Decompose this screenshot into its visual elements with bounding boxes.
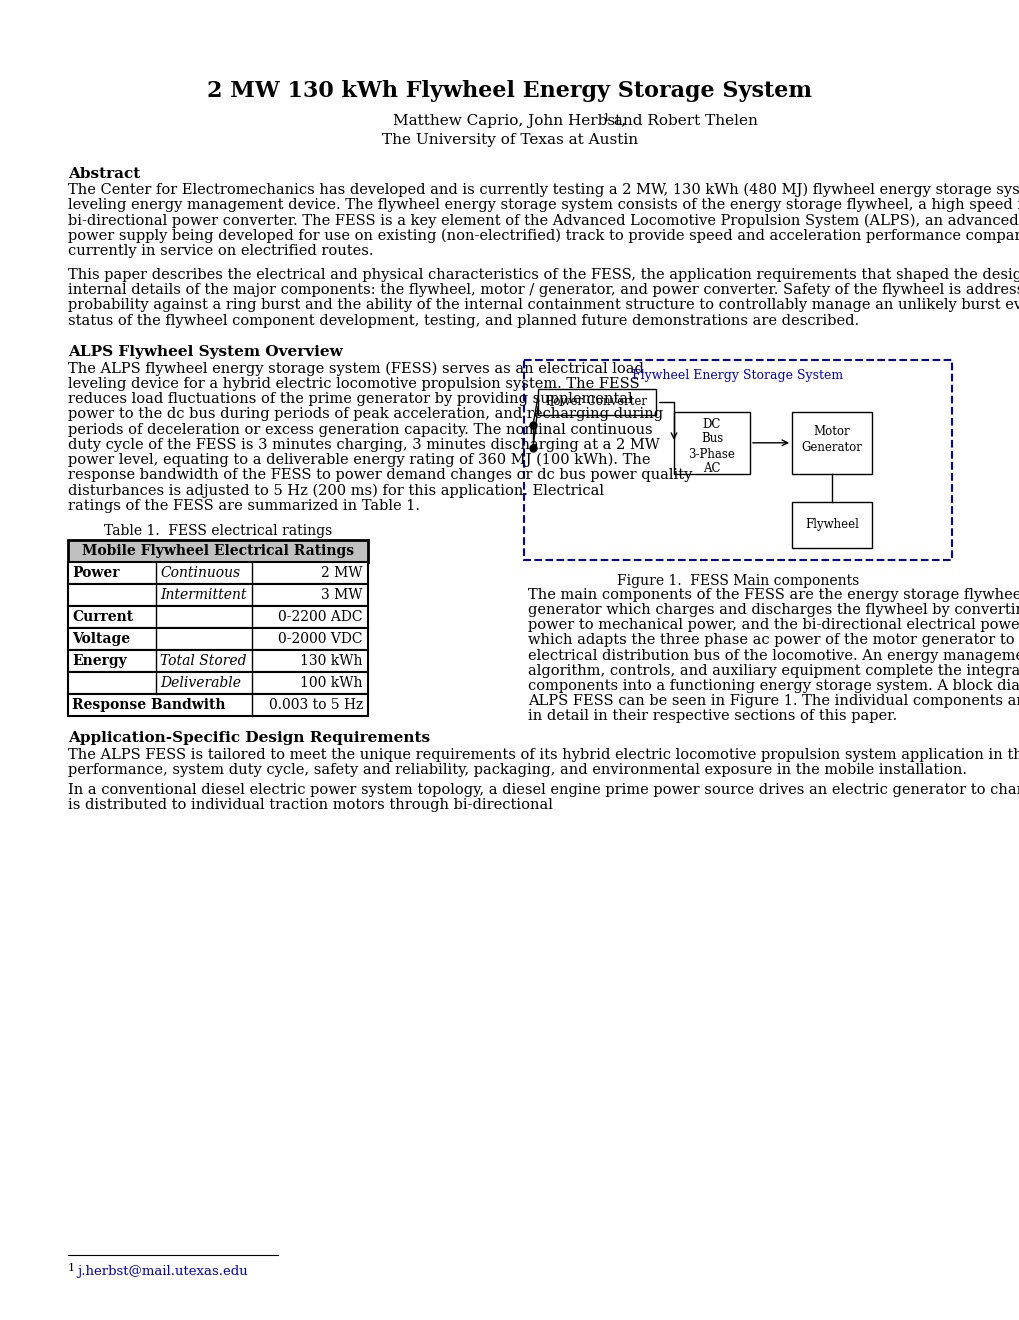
Text: 0-2000 VDC: 0-2000 VDC [278, 632, 363, 645]
Text: 3 MW: 3 MW [321, 587, 363, 602]
Text: Generator: Generator [801, 441, 862, 454]
Text: leveling device for a hybrid electric locomotive propulsion system. The FESS: leveling device for a hybrid electric lo… [68, 378, 639, 391]
Text: duty cycle of the FESS is 3 minutes charging, 3 minutes discharging at a 2 MW: duty cycle of the FESS is 3 minutes char… [68, 438, 659, 451]
Text: response bandwidth of the FESS to power demand changes or dc bus power quality: response bandwidth of the FESS to power … [68, 469, 692, 482]
Text: Continuous: Continuous [160, 566, 239, 579]
Bar [791, 502, 871, 548]
Bar [68, 606, 368, 628]
Text: Flywheel: Flywheel [804, 519, 858, 531]
Text: The Center for Electromechanics has developed and is currently testing a 2 MW, 1: The Center for Electromechanics has deve… [68, 183, 1019, 198]
Text: Motor: Motor [813, 425, 850, 438]
Text: Deliverable: Deliverable [160, 676, 240, 690]
Text: leveling energy management device. The flywheel energy storage system consists o: leveling energy management device. The f… [68, 198, 1019, 213]
Text: generator which charges and discharges the flywheel by converting electrical: generator which charges and discharges t… [528, 603, 1019, 616]
Text: Power Converter: Power Converter [546, 395, 647, 408]
Bar [68, 562, 368, 583]
Text: performance, system duty cycle, safety and reliability, packaging, and environme: performance, system duty cycle, safety a… [68, 763, 966, 777]
Text: AC: AC [702, 462, 720, 475]
Bar [524, 360, 951, 560]
Text: ratings of the FESS are summarized in Table 1.: ratings of the FESS are summarized in Ta… [68, 499, 420, 512]
Text: 3-Phase: 3-Phase [688, 449, 735, 461]
Text: Table 1.  FESS electrical ratings: Table 1. FESS electrical ratings [104, 524, 332, 537]
Text: The main components of the FESS are the energy storage flywheel, the motor: The main components of the FESS are the … [528, 587, 1019, 602]
Bar [68, 628, 368, 649]
Text: and Robert Thelen: and Robert Thelen [608, 114, 757, 128]
Text: algorithm, controls, and auxiliary equipment complete the integration of the: algorithm, controls, and auxiliary equip… [528, 664, 1019, 677]
Text: j.herbst@mail.utexas.edu: j.herbst@mail.utexas.edu [76, 1265, 248, 1278]
Text: The University of Texas at Austin: The University of Texas at Austin [381, 133, 638, 147]
Text: Bus: Bus [700, 433, 722, 445]
Bar [68, 694, 368, 715]
Text: status of the flywheel component development, testing, and planned future demons: status of the flywheel component develop… [68, 314, 858, 327]
Text: Application-Specific Design Requirements: Application-Specific Design Requirements [68, 731, 430, 744]
Text: power to the dc bus during periods of peak acceleration, and recharging during: power to the dc bus during periods of pe… [68, 408, 662, 421]
Text: Power: Power [72, 566, 119, 579]
Text: is distributed to individual traction motors through bi-directional: is distributed to individual traction mo… [68, 799, 552, 812]
Bar [674, 412, 749, 474]
Text: 2 MW: 2 MW [321, 566, 363, 579]
Text: 100 kWh: 100 kWh [301, 676, 363, 690]
Bar [68, 672, 368, 694]
Text: internal details of the major components: the flywheel, motor / generator, and p: internal details of the major components… [68, 284, 1019, 297]
Bar [68, 540, 368, 562]
Text: In a conventional diesel electric power system topology, a diesel engine prime p: In a conventional diesel electric power … [68, 783, 1019, 797]
Text: periods of deceleration or excess generation capacity. The nominal continuous: periods of deceleration or excess genera… [68, 422, 652, 437]
Text: power to mechanical power, and the bi-directional electrical power converter: power to mechanical power, and the bi-di… [528, 618, 1019, 632]
Text: bi-directional power converter. The FESS is a key element of the Advanced Locomo: bi-directional power converter. The FESS… [68, 214, 1019, 228]
Text: power supply being developed for use on existing (non-electrified) track to prov: power supply being developed for use on … [68, 228, 1019, 243]
Text: 0-2200 ADC: 0-2200 ADC [278, 610, 363, 624]
Text: Voltage: Voltage [72, 632, 130, 645]
Text: probability against a ring burst and the ability of the internal containment str: probability against a ring burst and the… [68, 298, 1019, 313]
Text: currently in service on electrified routes.: currently in service on electrified rout… [68, 244, 373, 257]
Text: ALPS Flywheel System Overview: ALPS Flywheel System Overview [68, 345, 342, 359]
Text: Total Stored: Total Stored [160, 653, 247, 668]
Text: The ALPS flywheel energy storage system (FESS) serves as an electrical load: The ALPS flywheel energy storage system … [68, 362, 643, 376]
Text: 1: 1 [602, 114, 609, 123]
Text: Energy: Energy [72, 653, 126, 668]
Text: reduces load fluctuations of the prime generator by providing supplemental: reduces load fluctuations of the prime g… [68, 392, 632, 407]
Text: 1: 1 [68, 1263, 75, 1272]
Text: electrical distribution bus of the locomotive. An energy management: electrical distribution bus of the locom… [528, 648, 1019, 663]
Text: Flywheel Energy Storage System: Flywheel Energy Storage System [632, 368, 843, 381]
Text: 0.003 to 5 Hz: 0.003 to 5 Hz [268, 698, 363, 711]
Text: in detail in their respective sections of this paper.: in detail in their respective sections o… [528, 709, 897, 723]
Text: 130 kWh: 130 kWh [301, 653, 363, 668]
Text: This paper describes the electrical and physical characteristics of the FESS, th: This paper describes the electrical and … [68, 268, 1019, 282]
Text: Abstract: Abstract [68, 168, 141, 181]
Text: The ALPS FESS is tailored to meet the unique requirements of its hybrid electric: The ALPS FESS is tailored to meet the un… [68, 748, 1019, 762]
Text: 2 MW 130 kWh Flywheel Energy Storage System: 2 MW 130 kWh Flywheel Energy Storage Sys… [207, 81, 812, 102]
Text: Mobile Flywheel Electrical Ratings: Mobile Flywheel Electrical Ratings [82, 544, 354, 558]
Text: Figure 1.  FESS Main components: Figure 1. FESS Main components [616, 574, 858, 587]
Text: which adapts the three phase ac power of the motor generator to the dc: which adapts the three phase ac power of… [528, 634, 1019, 647]
Bar [68, 649, 368, 672]
Text: Intermittent: Intermittent [160, 587, 247, 602]
Text: ALPS FESS can be seen in Figure 1. The individual components are described: ALPS FESS can be seen in Figure 1. The i… [528, 694, 1019, 709]
Bar [537, 389, 655, 414]
Text: Current: Current [72, 610, 133, 624]
Text: components into a functioning energy storage system. A block diagram of the: components into a functioning energy sto… [528, 678, 1019, 693]
Text: Response Bandwith: Response Bandwith [72, 698, 225, 711]
Text: DC: DC [702, 418, 720, 432]
Text: disturbances is adjusted to 5 Hz (200 ms) for this application. Electrical: disturbances is adjusted to 5 Hz (200 ms… [68, 483, 603, 498]
Bar [68, 583, 368, 606]
Text: Matthew Caprio, John Herbst,: Matthew Caprio, John Herbst, [393, 114, 626, 128]
Bar [791, 412, 871, 474]
Text: power level, equating to a deliverable energy rating of 360 MJ (100 kWh). The: power level, equating to a deliverable e… [68, 453, 650, 467]
